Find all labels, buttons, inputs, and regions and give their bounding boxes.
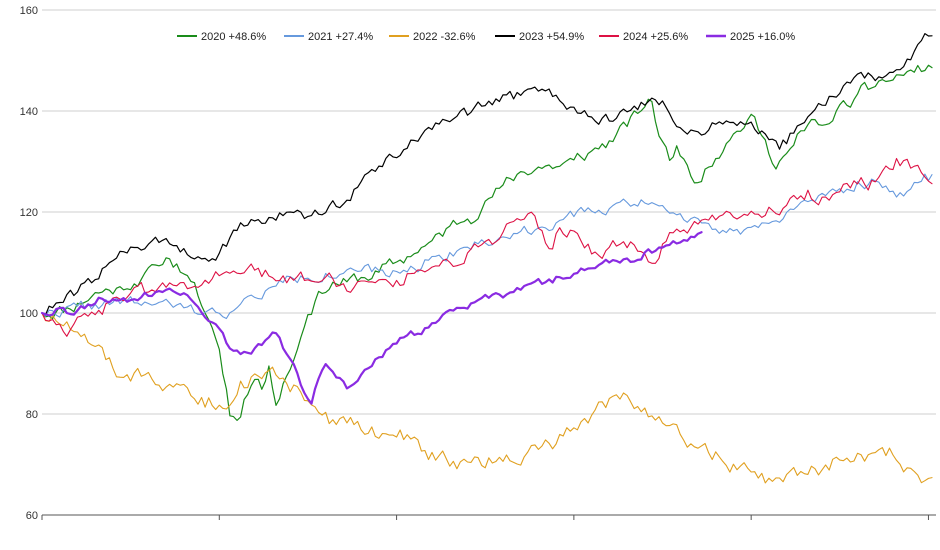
y-tick-label-80: 80 [26,409,38,421]
y-tick-label-160: 160 [20,5,38,17]
legend-item-2025: 2025 +16.0% [706,31,795,43]
legend-item-2024: 2024 +25.6% [599,31,688,43]
series-line-2024 [41,157,933,337]
series-line-2025 [40,231,703,405]
y-tick-label-120: 120 [20,207,38,219]
grid [42,9,936,415]
series-line-2020 [41,64,933,421]
legend-label-2020: 2020 +48.6% [201,31,266,43]
series-line-2021 [41,173,933,320]
series-group [40,33,933,484]
legend: 2020 +48.6% 2021 +27.4% 2022 -32.6% 2023 +5… [177,31,795,43]
series-line-2023 [41,33,933,316]
legend-item-2020: 2020 +48.6% [177,31,266,43]
y-tick-label-60: 60 [26,510,38,522]
legend-item-2023: 2023 +54.9% [495,31,584,43]
legend-label-2025: 2025 +16.0% [730,31,795,43]
y-tick-label-140: 140 [20,106,38,118]
legend-label-2022: 2022 -32.6% [413,31,476,43]
y-tick-label-100: 100 [20,308,38,320]
legend-label-2023: 2023 +54.9% [519,31,584,43]
axes: 60 80 100 120 140 160 [20,5,936,522]
series-line-2022 [41,312,933,484]
legend-label-2021: 2021 +27.4% [308,31,373,43]
legend-item-2021: 2021 +27.4% [284,31,373,43]
legend-item-2022: 2022 -32.6% [389,31,476,43]
legend-label-2024: 2024 +25.6% [623,31,688,43]
